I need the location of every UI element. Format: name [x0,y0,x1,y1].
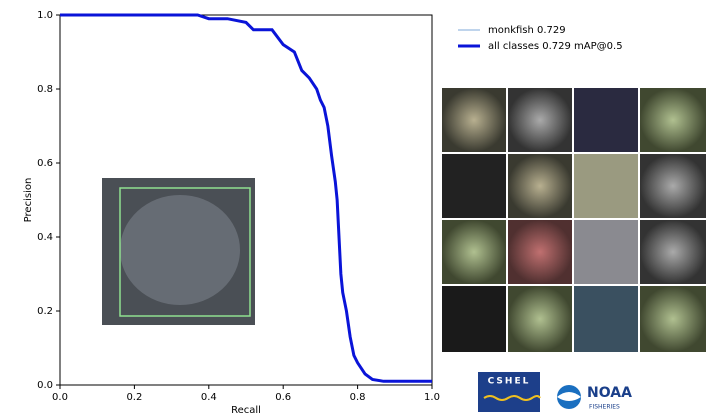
x-tick-label: 0.6 [275,392,291,403]
legend-label: monkfish 0.729 [488,25,566,36]
noaa-logo: NOAA FISHERIES [557,385,632,411]
x-tick-label: 0.8 [350,392,366,403]
y-tick-label: 0.6 [37,158,53,169]
x-tick-label: 0.4 [201,392,217,403]
x-tick-label: 0.0 [52,392,68,403]
cshel-logo: CSHEL [478,372,541,412]
y-tick-label: 0.4 [37,232,53,243]
legend-label: all classes 0.729 mAP@0.5 [488,41,623,52]
y-axis-label: Precision [23,178,34,223]
x-tick-label: 0.2 [126,392,142,403]
logo-text: NOAA [587,385,632,401]
y-tick-label: 0.2 [37,306,53,317]
logo-text: FISHERIES [589,404,620,411]
x-tick-label: 1.0 [424,392,440,403]
inset-photo [102,178,255,325]
pr-curve [60,13,432,383]
x-axis-label: Recall [231,405,261,415]
logo-text: CSHEL [488,377,531,387]
y-tick-label: 0.0 [37,380,53,391]
plot-frame [59,14,433,386]
image-grid [441,87,707,352]
y-tick-label: 1.0 [37,10,53,21]
y-tick-label: 0.8 [37,84,53,95]
